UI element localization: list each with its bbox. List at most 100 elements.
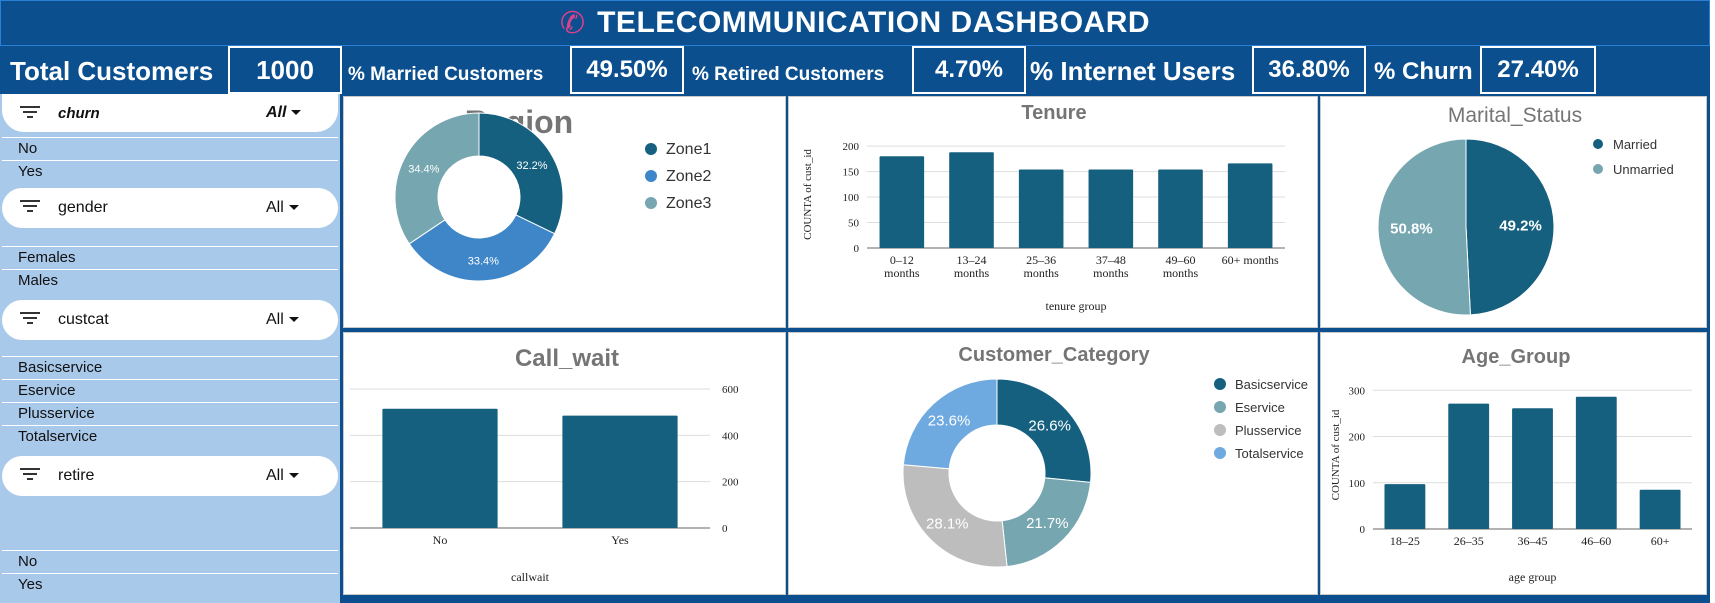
pie-slice-basicservice bbox=[996, 378, 1092, 483]
filter-option[interactable]: Basicservice bbox=[2, 356, 338, 378]
y-tick-label: 150 bbox=[843, 167, 860, 179]
x-tick-label: 60+ bbox=[1651, 534, 1670, 548]
y-axis-label: COUNTA of cust_id bbox=[802, 149, 814, 240]
legend-label: Zone3 bbox=[666, 195, 711, 212]
filter-name: churn bbox=[58, 104, 100, 122]
data-label: 33.4% bbox=[468, 255, 499, 267]
filter-option[interactable]: No bbox=[2, 137, 338, 159]
filter-name: custcat bbox=[58, 311, 109, 328]
filter-icon bbox=[20, 468, 40, 482]
filter-name: retire bbox=[58, 467, 95, 484]
custcat-chart: Customer_Category 26.6% 21.7% 28.1% 23.6% Bas… bbox=[902, 344, 1308, 568]
kpi-value-married: 49.50% bbox=[570, 46, 684, 94]
filter-option[interactable]: No bbox=[2, 550, 338, 572]
y-tick-label: 300 bbox=[1349, 385, 1366, 397]
filter-option[interactable]: Females bbox=[2, 246, 338, 268]
x-tick-label: months bbox=[1093, 266, 1129, 280]
filter-sidebar: churn All No Yes gender All Females Male… bbox=[0, 94, 340, 603]
y-tick-label: 600 bbox=[722, 384, 739, 396]
filter-dropdown[interactable]: All bbox=[266, 199, 299, 217]
bar bbox=[1575, 396, 1617, 529]
bar bbox=[1018, 169, 1064, 248]
x-tick-label: Yes bbox=[611, 533, 629, 547]
bar bbox=[1384, 484, 1426, 529]
y-tick-label: 0 bbox=[1360, 524, 1366, 536]
legend-label: Zone2 bbox=[666, 168, 711, 185]
legend-marker bbox=[1214, 401, 1226, 413]
x-axis-label: callwait bbox=[511, 570, 550, 584]
bar bbox=[1639, 489, 1681, 529]
y-tick-label: 50 bbox=[848, 218, 860, 230]
x-tick-label: 0–12 bbox=[890, 253, 914, 267]
kpi-value-internet: 36.80% bbox=[1252, 46, 1366, 94]
filter-option[interactable]: Eservice bbox=[2, 379, 338, 401]
filter-icon bbox=[20, 106, 40, 120]
legend-marker bbox=[645, 170, 657, 182]
chart-panel-agegroup: Age_Group 0 100 200 300 18–25 26–35 36–45 46–60 6… bbox=[1320, 332, 1707, 595]
kpi-label-married: % Married Customers bbox=[348, 64, 544, 85]
x-tick-label: 18–25 bbox=[1390, 534, 1420, 548]
x-tick-label: months bbox=[954, 266, 990, 280]
x-tick-label: 26–35 bbox=[1454, 534, 1484, 548]
filter-retire[interactable]: retire All bbox=[2, 456, 338, 496]
page-title: TELECOMMUNICATION DASHBOARD bbox=[597, 6, 1151, 39]
legend-marker bbox=[1214, 424, 1226, 436]
filter-option[interactable]: Yes bbox=[2, 573, 338, 595]
y-tick-label: 400 bbox=[722, 430, 739, 442]
legend-label: Plusservice bbox=[1235, 423, 1301, 438]
filter-option[interactable]: Males bbox=[2, 269, 338, 291]
filter-icon bbox=[20, 200, 40, 214]
filter-custcat[interactable]: custcat All bbox=[2, 300, 338, 340]
data-label: 32.2% bbox=[516, 160, 547, 172]
filter-option[interactable]: Yes bbox=[2, 160, 338, 182]
y-tick-label: 200 bbox=[843, 141, 860, 153]
filter-dropdown[interactable]: All bbox=[266, 104, 301, 122]
chart-title: Age_Group bbox=[1462, 346, 1571, 368]
kpi-label-total-customers: Total Customers bbox=[10, 56, 214, 86]
chart-panel-callwait: Call_wait 0 200 400 600 No Yes callwait bbox=[343, 332, 786, 595]
legend-label: Unmarried bbox=[1613, 162, 1674, 177]
kpi-label-retired: % Retired Customers bbox=[692, 64, 885, 85]
legend-marker bbox=[1593, 139, 1603, 149]
bar bbox=[1512, 408, 1553, 529]
pie-slice-unmarried bbox=[1377, 138, 1471, 316]
legend-label: Married bbox=[1613, 137, 1657, 152]
legend-label: Basicservice bbox=[1235, 377, 1308, 392]
bar bbox=[1158, 169, 1203, 248]
y-tick-label: 100 bbox=[1349, 478, 1366, 490]
filter-gender[interactable]: gender All bbox=[2, 188, 338, 228]
pie-slice-zone2 bbox=[408, 214, 556, 282]
y-tick-label: 0 bbox=[854, 243, 860, 255]
x-tick-label: 46–60 bbox=[1581, 534, 1611, 548]
x-tick-label: 49–60 bbox=[1166, 253, 1196, 267]
data-label: 34.4% bbox=[408, 164, 439, 176]
x-tick-label: months bbox=[884, 266, 920, 280]
filter-churn[interactable]: churn All bbox=[2, 94, 338, 132]
bar bbox=[382, 408, 498, 528]
legend-marker bbox=[1593, 164, 1603, 174]
chart-panel-marital: Marital_Status 49.2% 50.8% Married Unmarried bbox=[1320, 96, 1707, 328]
y-tick-label: 200 bbox=[1349, 432, 1366, 444]
legend-marker bbox=[1214, 378, 1226, 390]
legend-marker bbox=[645, 197, 657, 209]
x-tick-label: months bbox=[1163, 266, 1199, 280]
pie-slice-plusservice bbox=[902, 464, 1008, 568]
bar bbox=[1227, 163, 1273, 248]
x-tick-label: months bbox=[1023, 266, 1059, 280]
filter-dropdown[interactable]: All bbox=[266, 467, 299, 485]
data-label: 23.6% bbox=[928, 413, 971, 430]
chart-title: Customer_Category bbox=[958, 344, 1150, 366]
kpi-label-churn: % Churn bbox=[1374, 58, 1473, 85]
legend-marker bbox=[645, 143, 657, 155]
y-tick-label: 200 bbox=[722, 477, 739, 489]
x-tick-label: 13–24 bbox=[957, 253, 987, 267]
filter-option[interactable]: Plusservice bbox=[2, 402, 338, 424]
data-label: 49.2% bbox=[1499, 218, 1542, 235]
filter-icon bbox=[20, 312, 40, 326]
chart-title: Tenure bbox=[1021, 102, 1086, 124]
filter-option[interactable]: Totalservice bbox=[2, 425, 338, 447]
data-label: 26.6% bbox=[1028, 417, 1071, 434]
marital-chart: Marital_Status 49.2% 50.8% Married Unmarried bbox=[1377, 104, 1674, 316]
x-tick-label: 60+ months bbox=[1222, 253, 1279, 267]
filter-dropdown[interactable]: All bbox=[266, 311, 299, 329]
